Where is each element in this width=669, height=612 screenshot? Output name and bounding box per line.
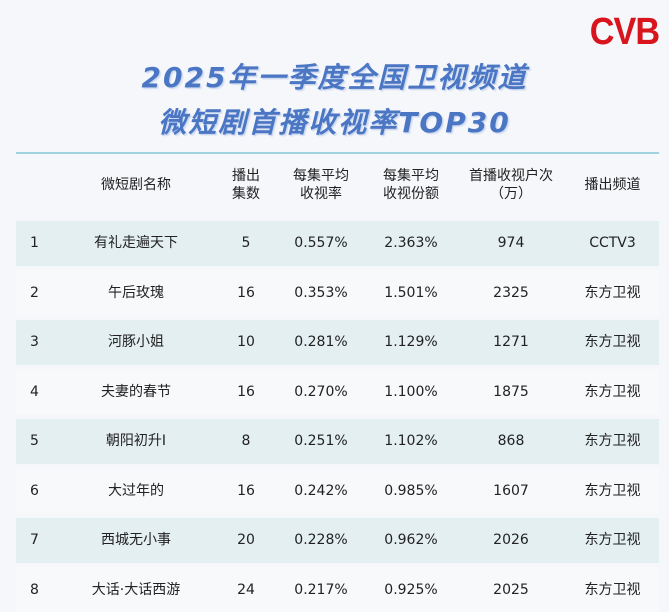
cell-channel: CCTV3 — [589, 235, 636, 251]
cell-rank: 5 — [30, 433, 39, 449]
page-title-line1: 2025年一季度全国卫视频道 — [141, 61, 528, 94]
cell-share: 2.363% — [384, 235, 438, 251]
cell-share: 0.925% — [384, 581, 438, 598]
cell-name: 有礼走遍天下 — [94, 235, 178, 251]
cell-rating: 0.353% — [294, 284, 348, 301]
cell-episodes: 16 — [237, 482, 255, 499]
header-avg-share: 每集平均 收视份额 — [366, 167, 456, 203]
cell-episodes: 5 — [241, 235, 251, 251]
table-row: 8 大话·大话西游 24 0.217% 0.925% 2025 东方卫视 — [16, 567, 659, 612]
cell-name: 朝阳初升Ⅰ — [105, 433, 167, 449]
table-row: 3 河豚小姐 10 0.281% 1.129% 1271 东方卫视 — [16, 319, 659, 365]
cell-rank: 6 — [30, 482, 39, 499]
cell-share: 0.985% — [384, 482, 438, 499]
table-row: 1 有礼走遍天下 5 0.557% 2.363% 974 CCTV3 — [16, 220, 659, 266]
page-title-line2: 微短剧首播收视率TOP30 — [158, 106, 511, 139]
cell-rank: 3 — [30, 334, 39, 350]
cell-share: 1.100% — [384, 383, 438, 400]
cell-channel: 东方卫视 — [584, 284, 641, 301]
cell-households: 1607 — [493, 482, 529, 499]
table-row: 4 夫妻的春节 16 0.270% 1.100% 1875 东方卫视 — [16, 369, 659, 414]
header-households: 首播收视户次 （万） — [456, 167, 566, 203]
cell-share: 0.962% — [384, 532, 438, 548]
cell-households: 2025 — [493, 581, 529, 598]
cell-rank: 1 — [30, 235, 39, 251]
header-households-line1: 首播收视户次 — [469, 168, 553, 184]
cell-households: 2325 — [493, 284, 529, 301]
cell-rank: 2 — [30, 284, 39, 301]
cell-households: 2026 — [493, 532, 529, 548]
cell-episodes: 10 — [237, 334, 255, 350]
cell-episodes: 8 — [241, 433, 251, 449]
cell-channel: 东方卫视 — [584, 334, 641, 350]
header-episodes-line1: 播出 — [232, 168, 260, 184]
cell-share: 1.129% — [384, 334, 438, 350]
cvb-logo: CVB — [589, 11, 659, 53]
header-name: 微短剧名称 — [101, 177, 171, 193]
cell-channel: 东方卫视 — [584, 532, 641, 548]
cell-episodes: 16 — [237, 284, 255, 301]
cell-rating: 0.557% — [294, 235, 348, 251]
cell-share: 1.102% — [384, 433, 438, 449]
cell-households: 868 — [497, 433, 525, 449]
cell-households: 974 — [497, 235, 525, 251]
cell-share: 1.501% — [384, 284, 438, 301]
cell-name: 大话·大话西游 — [91, 581, 181, 598]
cell-name: 夫妻的春节 — [101, 383, 171, 400]
cell-episodes: 20 — [237, 532, 255, 548]
table-row: 2 午后玫瑰 16 0.353% 1.501% 2325 东方卫视 — [16, 270, 659, 315]
cell-rank: 7 — [30, 532, 39, 548]
table-header: 微短剧名称 播出 集数 每集平均 收视率 每集平均 收视份额 首播收视户次 （万… — [16, 152, 659, 216]
cell-channel: 东方卫视 — [584, 433, 641, 449]
header-episodes: 播出 集数 — [216, 167, 276, 203]
cell-channel: 东方卫视 — [584, 482, 641, 499]
cell-rating: 0.281% — [294, 334, 348, 350]
header-avg-rating-line1: 每集平均 — [293, 168, 349, 184]
cell-rating: 0.270% — [294, 383, 348, 400]
cell-episodes: 16 — [237, 383, 255, 400]
table-row: 5 朝阳初升Ⅰ 8 0.251% 1.102% 868 东方卫视 — [16, 418, 659, 464]
header-avg-rating: 每集平均 收视率 — [276, 167, 366, 203]
cell-rating: 0.251% — [294, 433, 348, 449]
cell-episodes: 24 — [237, 581, 255, 598]
header-episodes-line2: 集数 — [232, 186, 260, 202]
cell-rank: 4 — [30, 383, 39, 400]
cell-name: 西城无小事 — [101, 532, 171, 548]
table-row: 6 大过年的 16 0.242% 0.985% 1607 东方卫视 — [16, 468, 659, 513]
cell-channel: 东方卫视 — [584, 581, 641, 598]
cell-channel: 东方卫视 — [584, 383, 641, 400]
cell-rating: 0.242% — [294, 482, 348, 499]
header-households-line2: （万） — [490, 186, 532, 202]
cell-households: 1875 — [493, 383, 529, 400]
header-avg-share-line2: 收视份额 — [383, 186, 439, 202]
cell-name: 午后玫瑰 — [108, 284, 164, 301]
cell-rating: 0.217% — [294, 581, 348, 598]
header-avg-share-line1: 每集平均 — [383, 168, 439, 184]
header-avg-rating-line2: 收视率 — [300, 186, 342, 202]
ratings-table: 微短剧名称 播出 集数 每集平均 收视率 每集平均 收视份额 首播收视户次 （万… — [16, 152, 659, 612]
table-row: 7 西城无小事 20 0.228% 0.962% 2026 东方卫视 — [16, 517, 659, 563]
cell-households: 1271 — [493, 334, 529, 350]
cell-rank: 8 — [30, 581, 39, 598]
header-channel: 播出频道 — [584, 177, 641, 193]
cell-name: 大过年的 — [108, 482, 164, 499]
cell-name: 河豚小姐 — [108, 334, 164, 350]
cell-rating: 0.228% — [294, 532, 348, 548]
